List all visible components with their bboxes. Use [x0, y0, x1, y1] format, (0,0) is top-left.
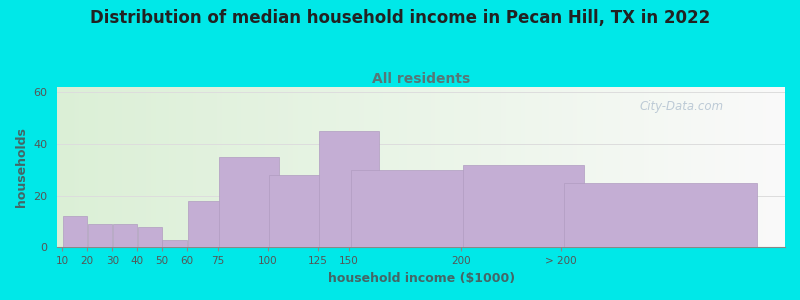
Bar	[564, 183, 757, 248]
Bar	[219, 157, 279, 248]
Bar	[162, 240, 186, 248]
Bar	[318, 131, 379, 248]
Text: Distribution of median household income in Pecan Hill, TX in 2022: Distribution of median household income …	[90, 9, 710, 27]
Bar	[113, 224, 137, 247]
Bar	[88, 224, 112, 247]
Text: City-Data.com: City-Data.com	[639, 100, 724, 113]
Bar	[62, 216, 87, 247]
Bar	[138, 227, 162, 248]
Bar	[463, 165, 584, 248]
Y-axis label: households: households	[15, 128, 28, 207]
Bar	[351, 170, 472, 248]
X-axis label: household income ($1000): household income ($1000)	[328, 272, 514, 285]
Bar	[269, 175, 330, 247]
Title: All residents: All residents	[372, 72, 470, 86]
Bar	[187, 201, 224, 247]
